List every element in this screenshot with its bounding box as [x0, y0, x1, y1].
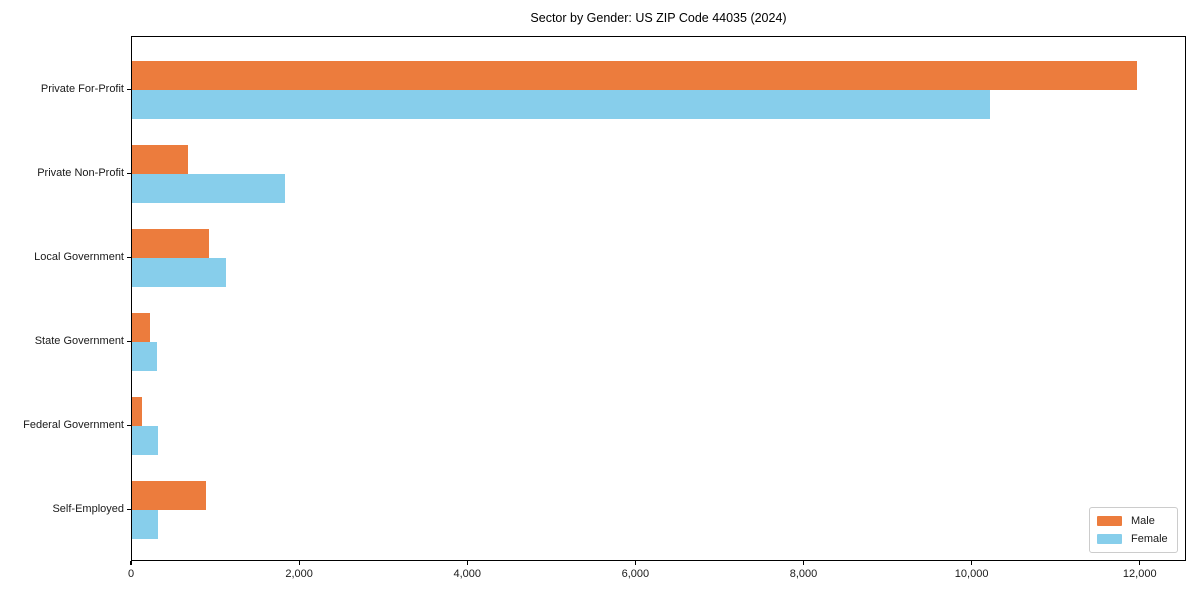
bar-male-2: [132, 145, 188, 174]
bar-male-1: [132, 61, 1137, 90]
bar-female-5: [132, 426, 159, 455]
plot-area: [131, 36, 1186, 561]
y-tick-label: State Government: [34, 334, 124, 347]
x-tick: [466, 561, 468, 565]
bar-female-3: [132, 258, 227, 287]
legend-label-male: Male: [1131, 514, 1155, 527]
legend-swatch-female: [1097, 534, 1122, 545]
y-tick-label: Federal Government: [23, 418, 124, 431]
legend-swatch-male: [1097, 515, 1122, 526]
y-tick: [127, 340, 131, 342]
chart-title: Sector by Gender: US ZIP Code 44035 (202…: [530, 11, 787, 25]
x-tick: [298, 561, 300, 565]
bar-male-6: [132, 481, 206, 510]
y-tick-label: Private Non-Profit: [37, 166, 124, 179]
legend-label-female: Female: [1131, 533, 1168, 546]
y-tick: [127, 88, 131, 90]
y-tick-label: Local Government: [34, 250, 124, 263]
x-tick-label: 0: [127, 568, 135, 580]
x-tick: [634, 561, 636, 565]
bar-female-1: [132, 90, 990, 119]
legend-item-male: Male: [1097, 515, 1177, 527]
bar-female-4: [132, 342, 158, 371]
x-tick: [971, 561, 973, 565]
bar-female-2: [132, 174, 285, 203]
legend: Male Female: [1089, 507, 1178, 553]
x-tick-label: 6,000: [621, 568, 650, 580]
bar-female-6: [132, 510, 159, 539]
y-tick-label: Self-Employed: [52, 502, 124, 515]
bar-male-4: [132, 313, 150, 342]
y-tick: [127, 424, 131, 426]
y-tick-label: Private For-Profit: [40, 82, 124, 95]
x-tick-label: 4,000: [453, 568, 482, 580]
x-tick-label: 10,000: [954, 568, 989, 580]
y-tick: [127, 256, 131, 258]
x-tick-label: 12,000: [1122, 568, 1157, 580]
y-tick: [127, 508, 131, 510]
x-tick: [1139, 561, 1141, 565]
legend-item-female: Female: [1097, 533, 1177, 545]
bar-male-5: [132, 397, 143, 426]
x-tick-label: 8,000: [789, 568, 818, 580]
x-tick: [130, 561, 132, 565]
bar-male-3: [132, 229, 210, 258]
x-tick-label: 2,000: [285, 568, 313, 580]
y-tick: [127, 172, 131, 174]
x-tick: [802, 561, 805, 565]
